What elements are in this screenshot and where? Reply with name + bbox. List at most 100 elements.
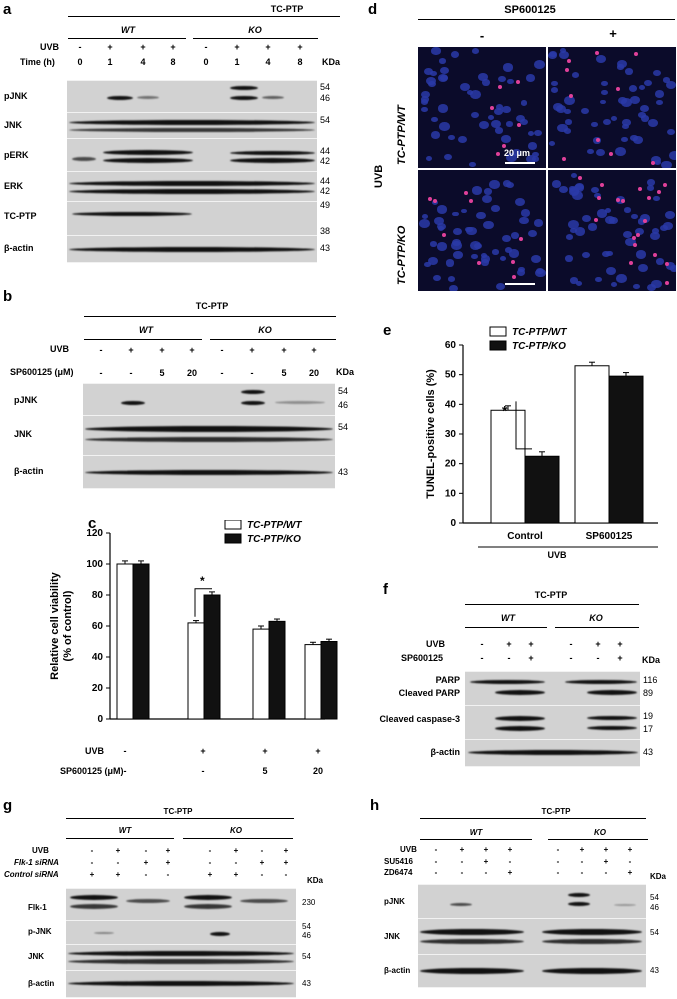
mw-a-0: 54	[320, 82, 331, 92]
mw-a-2: 54	[320, 115, 331, 125]
mw-a-6: 42	[320, 186, 331, 196]
image-ko-control	[418, 170, 546, 291]
lane-g-flk-5: -	[234, 858, 238, 867]
blot-g-label-1: p-JNK	[28, 927, 52, 936]
lane-h-zd-2: -	[484, 868, 488, 877]
panel-d-row-ko: TC-PTP/KO	[396, 225, 408, 285]
panel-g-ko: KO	[230, 826, 242, 835]
image-wt-sp600125	[548, 47, 676, 168]
panel-e-label: e	[383, 322, 392, 339]
blot-g-label-0: Flk-1	[28, 903, 47, 912]
significance-bracket-c	[194, 588, 212, 617]
x-category-1: SP600125	[586, 531, 633, 542]
bar-0-1	[574, 365, 610, 524]
blot-h-actin	[418, 954, 646, 988]
lane-g-uvb-6: -	[260, 846, 264, 855]
legend-swatch-0	[489, 326, 507, 337]
y-tick-label-0: 0	[450, 518, 456, 529]
blot-g-actin	[66, 970, 296, 998]
lane-g-ctrl-5: +	[233, 870, 239, 879]
panel-a-time-label: Time (h)	[20, 57, 55, 67]
blot-h-pjnk	[418, 884, 646, 920]
lane-h-uvb-7: +	[627, 845, 633, 854]
blot-a-label-5: β-actin	[4, 243, 34, 253]
y-axis-title: Relative cell viability(% of control)	[49, 571, 74, 679]
panel-a-kda: KDa	[322, 57, 341, 67]
lane-b-uvb-4: -	[220, 345, 224, 355]
lane-g-flk-2: +	[143, 858, 149, 867]
panel-b-uvb-label: UVB	[50, 344, 70, 354]
scale-bar	[505, 162, 535, 164]
lane-h-uvb-1: +	[459, 845, 465, 854]
lane-h-su-7: -	[628, 857, 632, 866]
mw-g-1: 54	[302, 922, 311, 931]
legend-label-0: TC-PTP/WT	[512, 327, 567, 338]
panel-b-title: TC-PTP	[195, 301, 229, 311]
bar-0-1	[187, 622, 205, 720]
blot-a-pjnk	[67, 80, 317, 114]
mw-b-1: 46	[338, 400, 349, 410]
panel-b-sp-label: SP600125 (μM)	[10, 367, 74, 377]
lane-a-uvb-1: +	[107, 42, 113, 52]
lane-c-sp-3: 20	[312, 766, 324, 776]
mw-h-2: 54	[650, 928, 659, 937]
blot-a-tcptp	[67, 201, 317, 237]
blot-h-label-0: pJNK	[384, 897, 405, 906]
lane-h-uvb-4: -	[556, 845, 560, 854]
mw-f-1: 89	[643, 688, 654, 698]
panel-c-sp-label: SP600125 (μM)	[60, 766, 124, 776]
lane-b-sp-6: 5	[281, 368, 287, 378]
lane-g-flk-1: -	[116, 858, 120, 867]
blot-f-label-0: PARP	[435, 675, 460, 685]
panel-h-su-label: SU5416	[384, 857, 413, 866]
lane-f-sp-5: +	[617, 653, 623, 663]
legend-label-0: TC-PTP/WT	[247, 520, 302, 531]
lane-a-time-5: 1	[234, 57, 240, 67]
panel-h-wt: WT	[469, 828, 483, 837]
y-tick-label-5: 100	[86, 559, 103, 570]
y-tick-label-1: 20	[92, 683, 104, 694]
lane-b-sp-1: -	[129, 368, 133, 378]
lane-g-uvb-1: +	[115, 846, 121, 855]
x-category-0: Control	[507, 531, 543, 542]
legend-swatch-1	[224, 533, 242, 544]
panel-f-wt: WT	[501, 613, 515, 623]
lane-c-sp-1: -	[201, 766, 205, 776]
mw-g-0: 230	[302, 898, 316, 907]
significance-star-c: *	[200, 574, 205, 588]
image-wt-control	[418, 47, 546, 168]
lane-a-uvb-2: +	[140, 42, 146, 52]
panel-b-kda: KDa	[336, 367, 355, 377]
lane-g-uvb-5: +	[233, 846, 239, 855]
legend-label-1: TC-PTP/KO	[512, 341, 566, 352]
blot-a-label-3: ERK	[4, 181, 24, 191]
blot-f-caspase	[465, 705, 640, 741]
y-tick-label-6: 120	[86, 528, 103, 539]
lane-h-zd-1: -	[460, 868, 464, 877]
blot-b-pjnk	[83, 383, 335, 417]
lane-b-sp-0: -	[99, 368, 103, 378]
lane-h-su-5: -	[580, 857, 584, 866]
lane-b-uvb-2: +	[159, 345, 165, 355]
lane-f-sp-3: -	[569, 653, 573, 663]
lane-f-sp-1: -	[507, 653, 511, 663]
bar-1-0	[132, 563, 150, 720]
blot-a-perk	[67, 138, 317, 173]
panel-b-wt: WT	[139, 325, 153, 335]
legend-label-1: TC-PTP/KO	[247, 534, 301, 545]
y-tick-label-4: 40	[445, 399, 457, 410]
mw-h-3: 43	[650, 966, 659, 975]
mw-a-7: 49	[320, 200, 331, 210]
blot-b-actin	[83, 455, 335, 489]
mw-f-0: 116	[643, 675, 658, 685]
bar-0-0	[116, 563, 134, 720]
panel-g-title: TC-PTP	[163, 807, 193, 816]
blot-a-erk	[67, 171, 317, 203]
scale-bar-2	[505, 283, 535, 285]
lane-a-time-3: 8	[170, 57, 176, 67]
lane-a-time-2: 4	[140, 57, 146, 67]
bar-0-3	[304, 644, 322, 720]
lane-c-sp-2: 5	[262, 766, 268, 776]
lane-b-uvb-0: -	[99, 345, 103, 355]
blot-g-label-2: JNK	[28, 952, 45, 961]
